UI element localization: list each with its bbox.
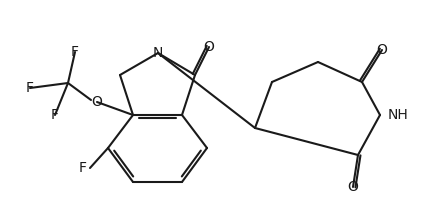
Text: O: O (91, 95, 103, 109)
Text: F: F (71, 45, 79, 59)
Text: O: O (376, 43, 388, 57)
Text: F: F (51, 108, 59, 122)
Text: N: N (153, 46, 163, 60)
Text: F: F (26, 81, 34, 95)
Text: NH: NH (388, 108, 409, 122)
Text: F: F (79, 161, 87, 175)
Text: O: O (203, 40, 215, 54)
Text: O: O (347, 180, 359, 194)
